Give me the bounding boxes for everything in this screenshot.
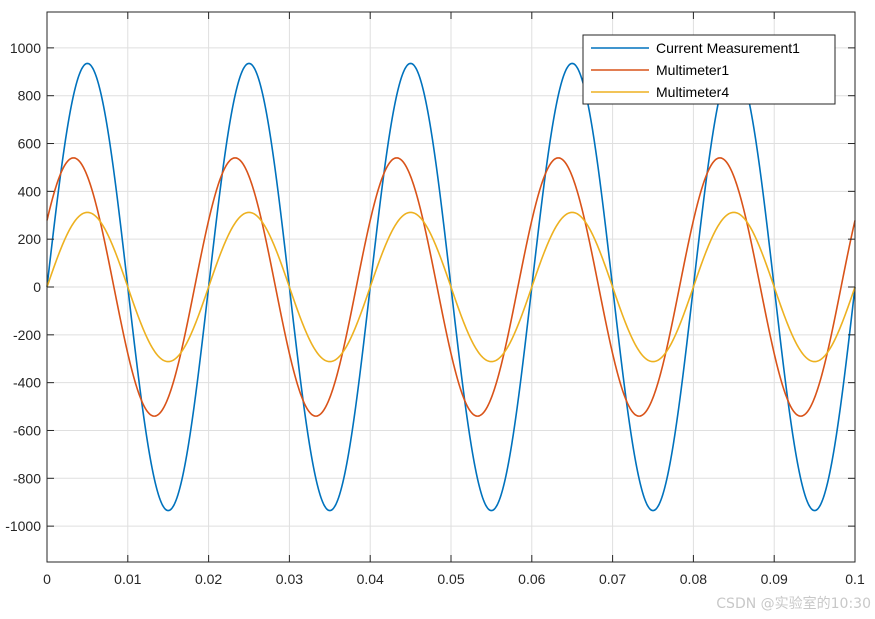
x-tick-labels: 0 0.01 0.02 0.03 0.04 0.05 0.06 0.07 0.08 0.09 0.1 — [43, 571, 865, 587]
x-tick-label: 0.01 — [114, 571, 141, 587]
series-line-2 — [46, 157, 856, 417]
y-tick-label: 800 — [18, 88, 42, 104]
x-tick-label: 0.06 — [518, 571, 545, 587]
x-tick-label: 0.03 — [276, 571, 303, 587]
y-tick-label: 1000 — [10, 40, 41, 56]
x-tick-label: 0.08 — [680, 571, 707, 587]
x-tick-label: 0.04 — [357, 571, 384, 587]
y-tick-label: -600 — [13, 422, 41, 438]
tick-marks — [46, 12, 856, 562]
watermark: CSDN @实验室的10:30 — [716, 596, 871, 612]
legend-label: Multimeter1 — [656, 62, 729, 78]
y-tick-label: 400 — [18, 183, 42, 199]
x-tick-label: 0.02 — [195, 571, 222, 587]
x-tick-label: 0.05 — [437, 571, 464, 587]
x-tick-label: 0.1 — [845, 571, 865, 587]
x-tick-label: 0 — [43, 571, 51, 587]
x-tick-label: 0.07 — [599, 571, 626, 587]
y-tick-label: -1000 — [5, 518, 41, 534]
x-tick-label: 0.09 — [761, 571, 788, 587]
legend: Current Measurement1 Multimeter1 Multimete… — [582, 34, 836, 105]
y-tick-labels: -1000 -800 -600 -400 -200 0 200 400 600 800 1000 — [5, 40, 41, 534]
y-tick-label: 200 — [18, 231, 42, 247]
series-line-3 — [46, 211, 856, 363]
y-tick-label: -200 — [13, 327, 41, 343]
y-tick-label: -800 — [13, 470, 41, 486]
legend-label: Multimeter4 — [656, 84, 729, 100]
y-tick-label: 0 — [33, 279, 41, 295]
y-tick-label: 600 — [18, 136, 42, 152]
legend-label: Current Measurement1 — [656, 40, 800, 56]
y-tick-label: -400 — [13, 375, 41, 391]
